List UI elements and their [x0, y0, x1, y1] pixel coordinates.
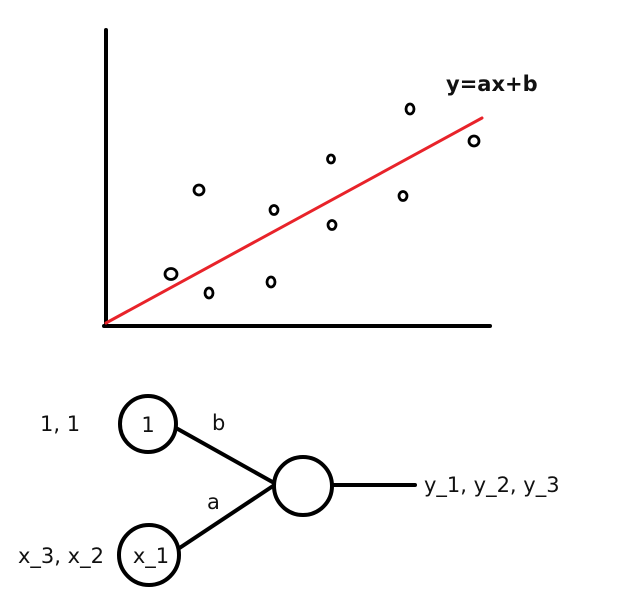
input-values-text: x_3, x_2 — [18, 544, 104, 569]
input-connection — [176, 482, 278, 551]
weight-bias-label: b — [212, 411, 225, 435]
weight-input-label: a — [207, 490, 220, 514]
data-point — [192, 183, 206, 197]
output-text: y_1, y_2, y_3 — [424, 473, 560, 498]
bias-connection — [174, 426, 278, 486]
data-point — [404, 102, 416, 116]
regression-line — [104, 116, 484, 325]
data-point — [203, 286, 215, 300]
neural-network: 1 x_1 1, 1 x_3, x_2 b a y_1, y_2, y_3 — [18, 394, 560, 587]
equation-label: y=ax+b — [446, 72, 538, 96]
data-point — [163, 267, 179, 281]
data-point — [397, 190, 409, 202]
data-point — [265, 275, 277, 289]
scatter-plot: y=ax+b — [102, 28, 538, 328]
data-point — [326, 219, 338, 231]
bias-input-text: 1, 1 — [40, 412, 80, 436]
data-points — [163, 102, 481, 300]
bias-node — [118, 394, 178, 454]
input-node — [117, 523, 181, 587]
output-node — [272, 455, 334, 517]
data-point — [268, 204, 280, 216]
bias-node-label: 1 — [141, 413, 154, 437]
input-node-label: x_1 — [133, 544, 169, 569]
data-point — [467, 134, 481, 148]
data-point — [326, 153, 336, 165]
